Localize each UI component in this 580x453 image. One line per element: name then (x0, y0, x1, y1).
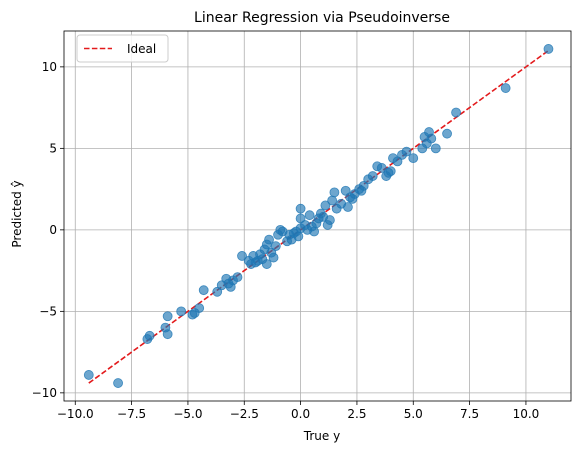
x-tick-label: 0.0 (291, 407, 310, 421)
scatter-point (426, 133, 437, 144)
scatter-point (324, 215, 335, 225)
y-tick-label: −5 (39, 304, 57, 318)
scatter-point (329, 187, 340, 198)
scatter-point (144, 330, 155, 341)
x-tick-label: −7.5 (117, 407, 146, 421)
scatter-point (162, 329, 173, 340)
scatter-point (343, 202, 353, 212)
x-tick-label: 2.5 (347, 407, 366, 421)
legend-ideal-label: Ideal (127, 42, 156, 56)
scatter-point (543, 44, 554, 54)
scatter-point (327, 195, 338, 206)
scatter-point (442, 128, 452, 139)
scatter-point (309, 226, 320, 237)
scatter-point (194, 303, 205, 313)
scatter-point (408, 153, 419, 164)
scatter-point (198, 285, 209, 296)
scatter-point (385, 166, 396, 177)
y-axis-title: Predicted ŷ (10, 180, 24, 247)
scatter-point (367, 171, 378, 181)
x-tick-label: −2.5 (230, 407, 259, 421)
y-tick-label: 0 (49, 223, 57, 237)
scatter-point (270, 241, 281, 252)
scatter-point (113, 378, 123, 388)
y-tick-label: 10 (42, 60, 57, 74)
scatter-points (83, 44, 554, 388)
scatter-point (304, 210, 315, 221)
scatter-point (268, 252, 279, 263)
scatter-point (176, 306, 187, 317)
scatter-point (261, 259, 272, 269)
x-tick-label: 7.5 (460, 407, 479, 421)
x-tick-label: −10.0 (57, 407, 94, 421)
scatter-point (295, 203, 306, 214)
x-tick-label: −5.0 (173, 407, 202, 421)
chart-title: Linear Regression via Pseudoinverse (194, 10, 450, 26)
x-tick-label: 10.0 (513, 407, 540, 421)
scatter-point (232, 272, 243, 283)
scatter-point (376, 163, 387, 173)
scatter-point (500, 83, 511, 93)
scatter-point (237, 251, 247, 261)
plot-frame (63, 30, 572, 402)
y-tick-label: 5 (49, 141, 57, 155)
y-tick-label: −10 (32, 386, 57, 400)
scatter-point (401, 146, 412, 157)
scatter-point (264, 234, 274, 245)
x-tick-label: 5.0 (404, 407, 423, 421)
scatter-point (320, 200, 331, 211)
legend-box (76, 34, 169, 63)
x-axis-title: True y (303, 429, 340, 443)
scatter-point (83, 370, 94, 380)
scatter-point (293, 231, 304, 242)
scatter-point (162, 311, 173, 322)
axis-ticks: −10.0 −7.5 −5.0 −2.5 0.0 2.5 5.0 7.5 10.0 −10 −5 0 5… (32, 60, 540, 421)
scatter-point (430, 143, 441, 154)
legend: Ideal (76, 34, 169, 63)
scatter-point (451, 107, 461, 118)
